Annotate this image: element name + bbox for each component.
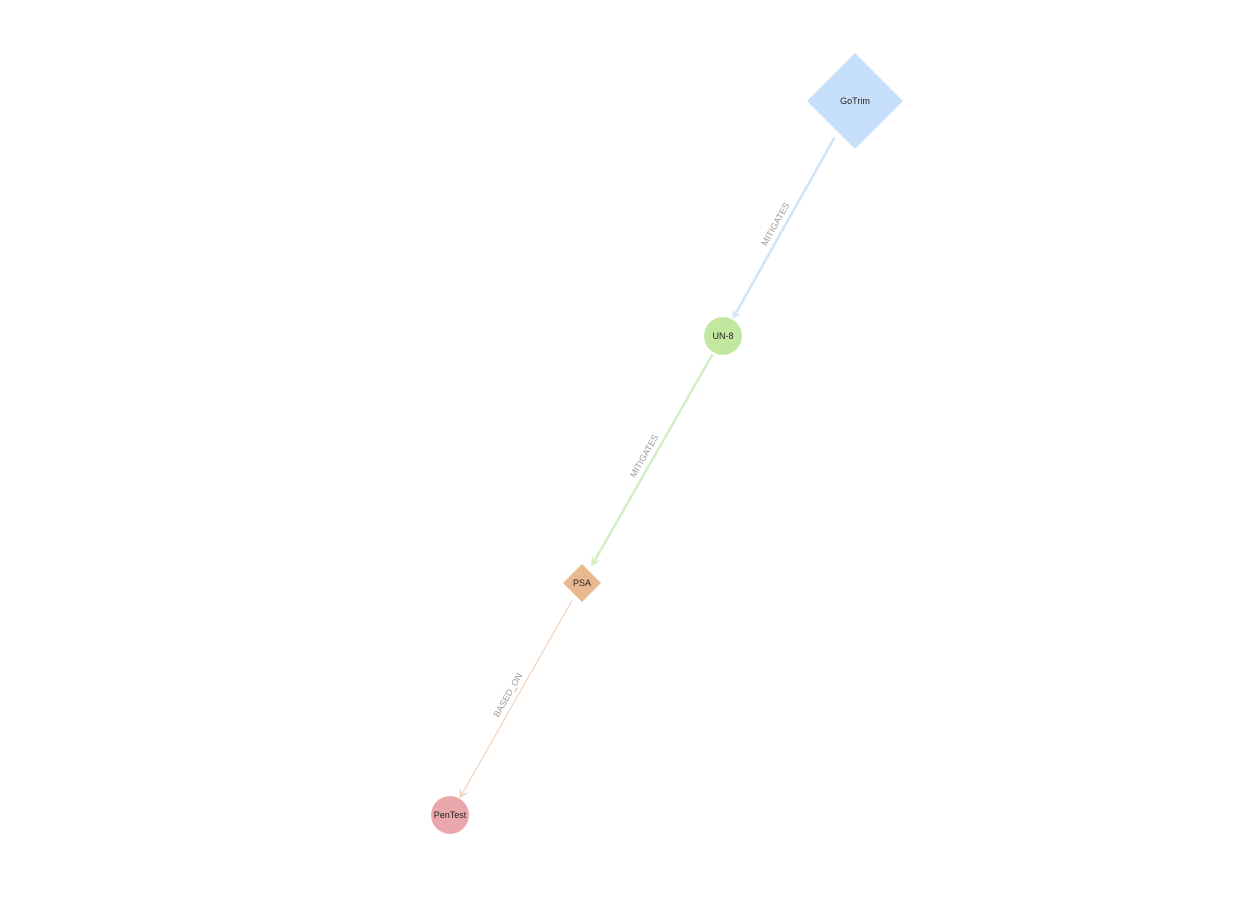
edge-psa-pentest[interactable]: BASED_ON bbox=[459, 600, 573, 799]
node-label: UN-8 bbox=[712, 331, 733, 341]
node-circle-shape bbox=[431, 796, 469, 834]
edge-un8-psa[interactable]: MITIGATES bbox=[591, 353, 714, 567]
node-diamond-shape bbox=[563, 564, 601, 602]
nodes-layer: GoTrim UN-8 PSA PenTest bbox=[431, 53, 903, 834]
arrow-head-icon bbox=[459, 787, 469, 799]
edge-line bbox=[734, 137, 836, 315]
node-label: PenTest bbox=[434, 810, 467, 820]
edge-gotrim-un8[interactable]: MITIGATES bbox=[732, 137, 836, 320]
arrow-head-icon bbox=[591, 555, 601, 567]
node-pentest[interactable]: PenTest bbox=[431, 796, 469, 834]
node-label: GoTrim bbox=[840, 96, 870, 106]
node-psa[interactable]: PSA bbox=[563, 564, 601, 602]
node-label: PSA bbox=[573, 578, 591, 588]
node-diamond-shape bbox=[807, 53, 903, 149]
node-un8[interactable]: UN-8 bbox=[704, 317, 742, 355]
arrow-head-icon bbox=[732, 308, 742, 320]
node-circle-shape bbox=[704, 317, 742, 355]
node-gotrim[interactable]: GoTrim bbox=[807, 53, 903, 149]
edge-line bbox=[593, 353, 714, 562]
edge-label: BASED_ON bbox=[491, 671, 524, 719]
edge-line bbox=[461, 600, 573, 794]
